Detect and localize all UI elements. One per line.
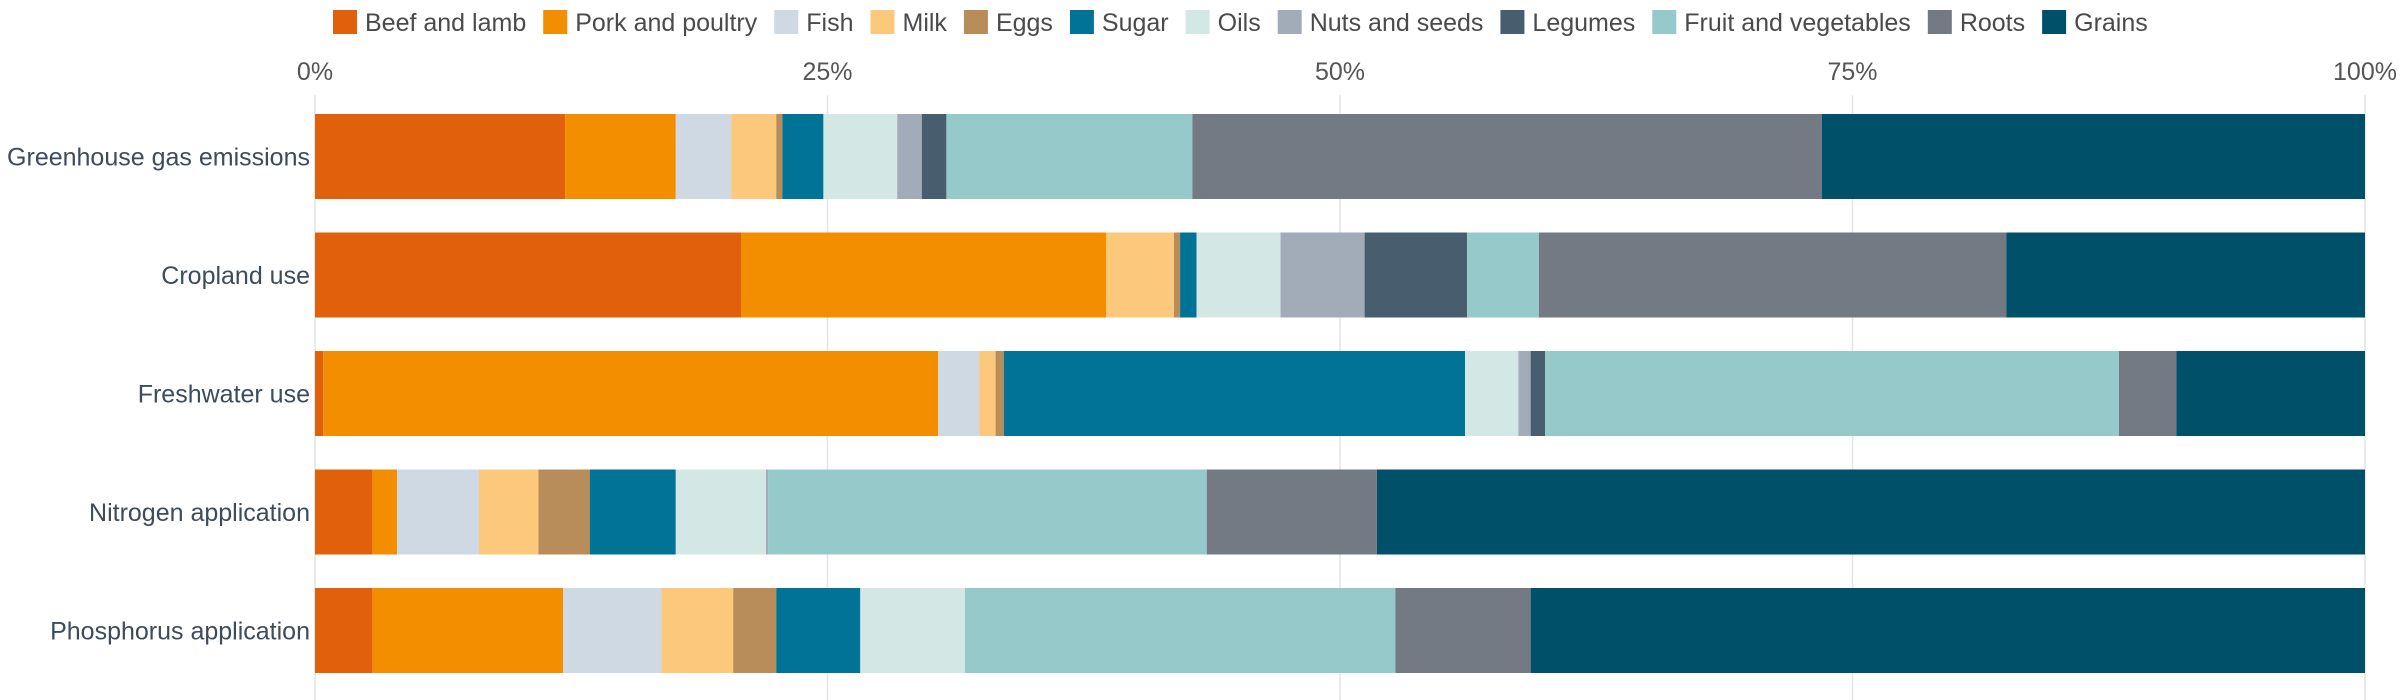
bar-greenhouse-gas-emissions-roots xyxy=(1192,114,1822,199)
legend-swatch-milk xyxy=(870,10,895,34)
legend-swatch-nuts-and-seeds xyxy=(1277,10,1302,34)
category-label-freshwater-use: Freshwater use xyxy=(138,381,310,409)
legend-swatch-eggs xyxy=(963,10,988,34)
legend-label-milk: Milk xyxy=(903,9,948,37)
bar-cropland-use-fruit-and-vegetables xyxy=(1467,232,1539,318)
bar-greenhouse-gas-emissions-fish xyxy=(675,114,732,199)
legend-swatch-oils xyxy=(1185,10,1210,34)
bar-freshwater-use-sugar xyxy=(1003,351,1466,436)
bar-nitrogen-application-grains xyxy=(1376,469,2365,555)
bar-greenhouse-gas-emissions-milk xyxy=(731,114,777,199)
bar-cropland-use-beef-and-lamb xyxy=(315,232,742,318)
bar-greenhouse-gas-emissions-eggs xyxy=(776,114,783,199)
bar-nitrogen-application-beef-and-lamb xyxy=(315,469,373,555)
bar-greenhouse-gas-emissions-grains xyxy=(1821,114,2365,199)
bar-cropland-use-milk xyxy=(1106,232,1174,318)
bar-freshwater-use-pork-and-poultry xyxy=(323,351,939,436)
bar-nitrogen-application-pork-and-poultry xyxy=(372,469,397,555)
bar-freshwater-use-nuts-and-seeds xyxy=(1518,351,1531,436)
legend-swatch-legumes xyxy=(1500,10,1525,34)
bar-freshwater-use-roots xyxy=(2119,351,2177,436)
bar-greenhouse-gas-emissions-sugar xyxy=(782,114,824,199)
bar-phosphorus-application-roots xyxy=(1395,588,1531,673)
bar-nitrogen-application-milk xyxy=(479,469,539,555)
bar-greenhouse-gas-emissions-fruit-and-vegetables xyxy=(946,114,1193,199)
x-axis-ticks: 0% 25% 50% 75% 100% xyxy=(297,58,2397,86)
bar-phosphorus-application-milk xyxy=(661,588,734,673)
bar-phosphorus-application-fish xyxy=(563,588,662,673)
bar-freshwater-use-legumes xyxy=(1530,351,1545,436)
bar-freshwater-use-eggs xyxy=(995,351,1004,436)
x-tick-label-50: 50% xyxy=(1315,58,1365,86)
bar-cropland-use-roots xyxy=(1538,232,2007,318)
legend-label-grains: Grains xyxy=(2074,9,2148,37)
bar-cropland-use-oils xyxy=(1196,232,1281,318)
bar-cropland-use-legumes xyxy=(1364,232,1468,318)
x-tick-label-0: 0% xyxy=(297,58,333,86)
category-label-phosphorus-application: Phosphorus application xyxy=(50,618,310,646)
bar-cropland-use-grains xyxy=(2006,232,2365,318)
legend-label-sugar: Sugar xyxy=(1102,9,1169,37)
x-tick-label-75: 75% xyxy=(1827,58,1877,86)
bar-nitrogen-application-roots xyxy=(1206,469,1377,555)
bar-freshwater-use-grains xyxy=(2176,351,2365,436)
bar-nitrogen-application-nuts-and-seeds xyxy=(766,469,769,555)
legend-label-roots: Roots xyxy=(1960,9,2025,37)
bar-freshwater-use-fruit-and-vegetables xyxy=(1545,351,2119,436)
bar-cropland-use-nuts-and-seeds xyxy=(1280,232,1365,318)
bar-cropland-use-sugar xyxy=(1180,232,1197,318)
bar-freshwater-use-oils xyxy=(1465,351,1519,436)
bar-phosphorus-application-fruit-and-vegetables xyxy=(964,588,1396,673)
bar-nitrogen-application-fruit-and-vegetables xyxy=(768,469,1207,555)
legend-label-pork-and-poultry: Pork and poultry xyxy=(575,9,758,37)
category-label-greenhouse-gas-emissions: Greenhouse gas emissions xyxy=(7,144,310,172)
bar-greenhouse-gas-emissions-legumes xyxy=(921,114,947,199)
bar-phosphorus-application-pork-and-poultry xyxy=(372,588,564,673)
bar-greenhouse-gas-emissions-nuts-and-seeds xyxy=(897,114,922,199)
legend-label-fruit-and-vegetables: Fruit and vegetables xyxy=(1684,9,1911,37)
legend-label-legumes: Legumes xyxy=(1532,9,1635,37)
bar-greenhouse-gas-emissions-oils xyxy=(823,114,898,199)
legend-label-nuts-and-seeds: Nuts and seeds xyxy=(1310,9,1484,37)
bar-phosphorus-application-grains xyxy=(1530,588,2365,673)
legend-label-oils: Oils xyxy=(1218,9,1261,37)
bars xyxy=(315,114,2365,673)
category-label-cropland-use: Cropland use xyxy=(161,262,310,290)
bar-cropland-use-pork-and-poultry xyxy=(741,232,1107,318)
x-tick-label-100: 100% xyxy=(2333,58,2397,86)
bar-freshwater-use-fish xyxy=(938,351,980,436)
bar-phosphorus-application-sugar xyxy=(776,588,861,673)
legend-label-beef-and-lamb: Beef and lamb xyxy=(365,9,526,37)
bar-nitrogen-application-sugar xyxy=(589,469,676,555)
bar-freshwater-use-beef-and-lamb xyxy=(315,351,324,436)
category-labels: Greenhouse gas emissions Cropland use Fres… xyxy=(7,144,310,646)
bar-freshwater-use-milk xyxy=(979,351,996,436)
legend: Beef and lamb Pork and poultry Fish Milk Egg… xyxy=(333,9,2148,37)
legend-swatch-pork-and-poultry xyxy=(543,10,568,34)
bar-phosphorus-application-eggs xyxy=(733,588,777,673)
legend-label-fish: Fish xyxy=(806,9,853,37)
x-tick-label-25: 25% xyxy=(802,58,852,86)
legend-swatch-beef-and-lamb xyxy=(333,10,357,34)
category-label-nitrogen-application: Nitrogen application xyxy=(89,499,310,527)
legend-swatch-fruit-and-vegetables xyxy=(1652,10,1677,34)
legend-label-eggs: Eggs xyxy=(996,9,1053,37)
bar-cropland-use-eggs xyxy=(1173,232,1181,318)
bar-phosphorus-application-beef-and-lamb xyxy=(315,588,373,673)
legend-swatch-fish xyxy=(774,10,799,34)
bar-nitrogen-application-eggs xyxy=(538,469,590,555)
bar-nitrogen-application-fish xyxy=(397,469,479,555)
bar-greenhouse-gas-emissions-pork-and-poultry xyxy=(565,114,676,199)
legend-swatch-grains xyxy=(2042,10,2067,34)
legend-swatch-sugar xyxy=(1069,10,1094,34)
legend-swatch-roots xyxy=(1927,10,1952,34)
bar-greenhouse-gas-emissions-beef-and-lamb xyxy=(315,114,566,199)
bar-nitrogen-application-oils xyxy=(675,469,766,555)
bar-phosphorus-application-oils xyxy=(860,588,965,673)
